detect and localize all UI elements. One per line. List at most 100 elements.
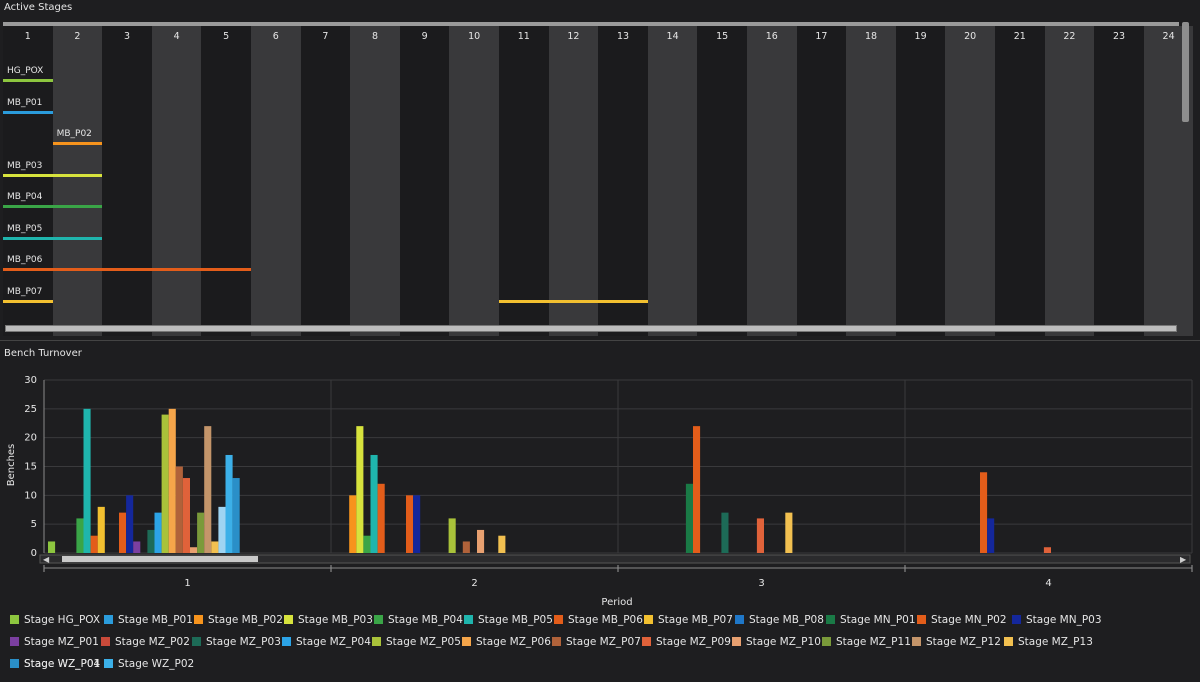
- scroll-left-icon[interactable]: ◀: [43, 555, 50, 564]
- legend-item[interactable]: Stage MZ_P06: [462, 636, 551, 648]
- gantt-column: [598, 26, 648, 336]
- panel-divider: [0, 340, 1200, 341]
- gantt-bar[interactable]: [3, 173, 103, 177]
- legend-item[interactable]: Stage MN_P02: [917, 614, 1007, 626]
- bar[interactable]: [182, 478, 190, 553]
- legend-item[interactable]: Stage MB_P06: [554, 614, 643, 626]
- bar[interactable]: [48, 541, 56, 553]
- bar[interactable]: [370, 454, 378, 553]
- legend-item[interactable]: Stage MB_P02: [194, 614, 283, 626]
- bar[interactable]: [785, 512, 793, 553]
- scroll-right-icon[interactable]: ▶: [1180, 555, 1187, 564]
- bar[interactable]: [377, 483, 385, 553]
- gantt-column: [201, 26, 251, 336]
- gantt-bar[interactable]: [52, 142, 103, 145]
- bar[interactable]: [477, 529, 485, 553]
- legend-item[interactable]: Stage MB_P03: [284, 614, 373, 626]
- bar[interactable]: [987, 518, 995, 553]
- legend-item[interactable]: Stage MZ_P11: [822, 636, 911, 648]
- bar[interactable]: [197, 512, 205, 553]
- gantt-column: [52, 26, 103, 336]
- chart-scroll-thumb[interactable]: [62, 556, 258, 562]
- bar[interactable]: [721, 512, 729, 553]
- gantt-column: [449, 26, 499, 336]
- gantt-column-header: 9: [421, 31, 428, 42]
- legend-item[interactable]: Stage MZ_P10: [732, 636, 821, 648]
- bar[interactable]: [756, 518, 764, 553]
- legend-item[interactable]: Stage MZ_P07: [552, 636, 641, 648]
- legend-item[interactable]: Stage MZ_P02: [101, 636, 190, 648]
- bar[interactable]: [356, 426, 364, 553]
- gantt-column-header: 1: [24, 31, 31, 42]
- legend-item[interactable]: Stage WZ_P02: [104, 658, 194, 670]
- bar[interactable]: [211, 541, 219, 553]
- chart-scrollbar[interactable]: ◀ ▶: [39, 554, 1191, 564]
- gantt-column-header: 5: [223, 31, 230, 42]
- bar[interactable]: [97, 506, 105, 553]
- gantt-column-header: 4: [173, 31, 180, 42]
- legend-item[interactable]: Stage MB_P05: [464, 614, 553, 626]
- bar[interactable]: [232, 478, 240, 553]
- legend-item[interactable]: Stage MN_P01: [826, 614, 916, 626]
- bar[interactable]: [462, 541, 470, 553]
- legend-item[interactable]: Stage MZ_P03: [192, 636, 281, 648]
- bar[interactable]: [204, 426, 212, 553]
- legend-item[interactable]: Stage MB_P04: [374, 614, 463, 626]
- bar[interactable]: [133, 541, 141, 553]
- legend-item[interactable]: Stage MZ_P01: [10, 636, 99, 648]
- bar[interactable]: [147, 529, 155, 553]
- legend-label: Stage MZ_P02: [115, 636, 190, 648]
- x-tick-label: 3: [758, 578, 764, 589]
- bar[interactable]: [76, 518, 84, 553]
- bar[interactable]: [190, 547, 198, 553]
- bar[interactable]: [693, 426, 701, 553]
- legend-item[interactable]: Stage WZ_P04: [10, 658, 100, 670]
- legend-item[interactable]: Stage MZ_P13: [1004, 636, 1093, 648]
- gantt-bar[interactable]: [3, 236, 103, 240]
- legend-item[interactable]: Stage MZ_P09: [642, 636, 731, 648]
- gantt-top-scrollbar[interactable]: [3, 22, 1179, 26]
- legend-label: Stage MB_P02: [208, 614, 283, 626]
- legend-label: Stage MZ_P10: [746, 636, 821, 648]
- bar[interactable]: [1043, 547, 1051, 553]
- bar[interactable]: [225, 454, 233, 553]
- gantt-bar[interactable]: [3, 268, 251, 271]
- bar[interactable]: [154, 512, 162, 553]
- legend-item[interactable]: Stage MB_P08: [735, 614, 824, 626]
- legend-swatch: [554, 615, 563, 624]
- legend-item[interactable]: Stage HG_POX: [10, 614, 100, 626]
- gantt-bar[interactable]: [3, 205, 103, 208]
- bar[interactable]: [83, 408, 91, 553]
- legend-item[interactable]: Stage MZ_P12: [912, 636, 1001, 648]
- gantt-column-header: 6: [272, 31, 279, 42]
- bar[interactable]: [90, 535, 98, 553]
- bar[interactable]: [126, 495, 134, 553]
- bar[interactable]: [363, 535, 371, 553]
- gantt-row-label: MB_P04: [7, 192, 43, 202]
- gantt-vertical-scrollbar-thumb[interactable]: [1182, 22, 1189, 122]
- gantt-column: [350, 26, 400, 336]
- bar[interactable]: [413, 495, 421, 553]
- legend-item[interactable]: Stage MB_P07: [644, 614, 733, 626]
- legend-item[interactable]: Stage MN_P03: [1012, 614, 1102, 626]
- gantt-horizontal-scrollbar[interactable]: [5, 325, 1177, 332]
- bar[interactable]: [218, 506, 226, 553]
- legend-item[interactable]: Stage MB_P01: [104, 614, 193, 626]
- bar[interactable]: [498, 535, 506, 553]
- bar[interactable]: [349, 495, 357, 553]
- bar[interactable]: [448, 518, 456, 553]
- bar[interactable]: [685, 483, 693, 553]
- gantt-bar[interactable]: [3, 299, 53, 303]
- legend-label: Stage WZ_P02: [118, 658, 195, 670]
- bar[interactable]: [980, 472, 988, 553]
- gantt-bar[interactable]: [3, 79, 53, 82]
- legend-item[interactable]: Stage MZ_P05: [372, 636, 461, 648]
- gantt-bar[interactable]: [499, 299, 648, 303]
- legend-item[interactable]: Stage MZ_P04: [282, 636, 371, 648]
- gantt-bar[interactable]: [3, 110, 53, 114]
- bar[interactable]: [161, 414, 169, 553]
- bar[interactable]: [406, 495, 414, 553]
- bar[interactable]: [168, 408, 176, 553]
- bar[interactable]: [175, 466, 183, 554]
- bar[interactable]: [119, 512, 127, 553]
